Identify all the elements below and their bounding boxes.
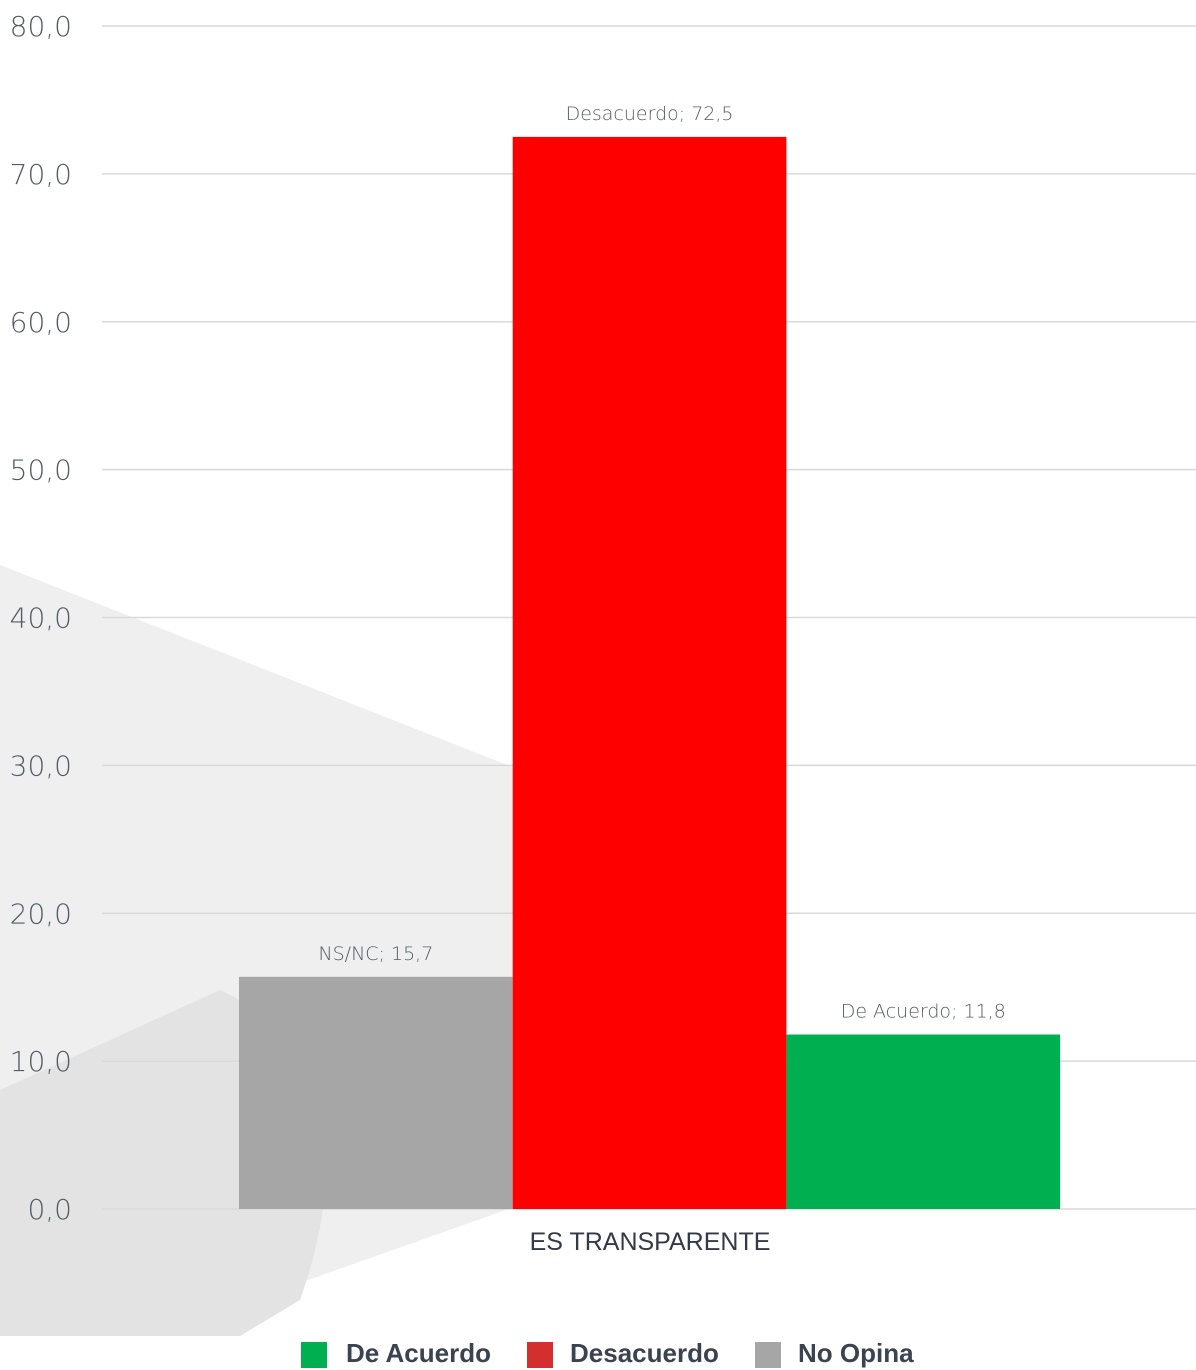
y-tick-label: 20,0 <box>10 897 72 930</box>
background-decoration <box>0 565 520 1336</box>
legend-label-de-acuerdo: De Acuerdo <box>346 1338 491 1368</box>
bar-chart: 0,0 10,0 20,0 30,0 40,0 50,0 60,0 70,0 80,0 NS/N… <box>0 10 1196 1336</box>
legend-swatch-no-opina <box>755 1342 781 1368</box>
y-tick-label: 40,0 <box>10 602 72 635</box>
data-label-desacuerdo: Desacuerdo; 72,5 <box>566 103 734 125</box>
data-label-de-acuerdo: De Acuerdo; 11,8 <box>841 1001 1006 1023</box>
legend-swatch-desacuerdo <box>527 1342 553 1368</box>
y-tick-label: 0,0 <box>27 1193 72 1226</box>
y-tick-label: 10,0 <box>10 1045 72 1078</box>
y-tick-label: 70,0 <box>10 158 72 191</box>
legend-label-no-opina: No Opina <box>798 1338 914 1368</box>
bar-ns-nc <box>239 976 513 1209</box>
y-tick-label: 50,0 <box>10 454 72 487</box>
y-axis: 0,0 10,0 20,0 30,0 40,0 50,0 60,0 70,0 80,0 <box>10 10 72 1226</box>
bars <box>239 136 1061 1209</box>
bar-desacuerdo <box>512 136 787 1209</box>
category-label: ES TRANSPARENTE <box>530 1228 771 1256</box>
legend-label-desacuerdo: Desacuerdo <box>570 1338 719 1368</box>
bar-de-acuerdo <box>786 1034 1061 1209</box>
y-tick-label: 30,0 <box>10 749 72 782</box>
legend: De Acuerdo Desacuerdo No Opina <box>0 1336 1196 1370</box>
legend-swatch-de-acuerdo <box>301 1342 327 1368</box>
y-tick-label: 80,0 <box>10 10 72 43</box>
y-tick-label: 60,0 <box>10 306 72 339</box>
data-label-ns-nc: NS/NC; 15,7 <box>318 943 433 965</box>
data-labels: NS/NC; 15,7 Desacuerdo; 72,5 De Acuerdo; 1… <box>318 103 1005 1023</box>
